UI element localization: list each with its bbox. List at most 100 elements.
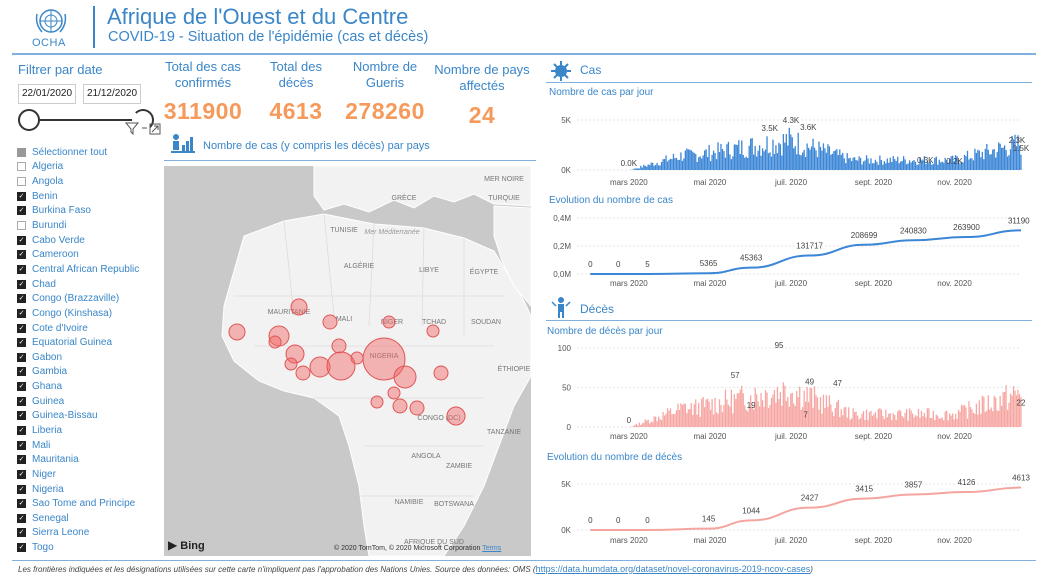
country-item[interactable]: ✓ Sao Tome and Principe [17,496,167,511]
country-item[interactable]: ✓ Central African Republic [17,262,167,277]
country-checkbox[interactable]: ✓ [17,455,26,465]
country-bubble[interactable] [362,337,406,381]
country-item[interactable]: ✓ Mali [17,438,167,453]
bar [851,418,853,427]
country-checkbox[interactable]: ✓ [17,528,26,538]
country-checkbox[interactable]: ✓ [17,396,26,406]
country-item[interactable]: ✓ Gabon [17,350,167,365]
country-checkbox[interactable]: ✓ [17,382,26,392]
country-item[interactable]: ✓ Sierra Leone [17,526,167,541]
date-slider-start-handle[interactable] [18,109,40,131]
country-bubble[interactable] [284,357,298,371]
date-slider-track[interactable] [26,119,142,121]
select-all-item[interactable]: Sélectionner tout [17,145,167,160]
country-item[interactable]: ✓ Congo (Kinshasa) [17,306,167,321]
country-item[interactable]: ✓ Liberia [17,423,167,438]
country-checkbox[interactable] [17,162,26,172]
country-checkbox[interactable] [17,177,26,187]
country-checkbox[interactable]: ✓ [17,323,26,333]
bar [818,141,820,170]
date-slider-end-handle[interactable] [132,109,154,131]
deaths-evolution-chart[interactable]: 5K 0K 0 0 0 145 1044 2427 3415 3857 4126 4613 mars 2… [545,464,1030,550]
country-item[interactable]: ✓ Senegal [17,511,167,526]
country-bubble[interactable] [331,338,347,354]
country-bubble[interactable] [446,406,466,426]
country-item[interactable]: Burundi [17,218,167,233]
data-source-link[interactable]: https://data.humdata.org/dataset/novel-c… [535,564,811,574]
bar [806,143,808,170]
country-checkbox[interactable]: ✓ [17,191,26,201]
country-item[interactable]: ✓ Burkina Faso [17,204,167,219]
bar [753,154,755,170]
country-checkbox[interactable]: ✓ [17,543,26,553]
country-checkbox[interactable]: ✓ [17,308,26,318]
country-checkbox[interactable] [17,221,26,231]
country-bubble[interactable] [392,398,408,414]
country-item[interactable]: ✓ Mauritania [17,452,167,467]
start-date-input[interactable]: 22/01/2020 [18,84,76,104]
country-item[interactable]: Algeria [17,160,167,175]
country-checkbox[interactable]: ✓ [17,440,26,450]
country-item[interactable]: ✓ Nigeria [17,482,167,497]
country-checkbox[interactable]: ✓ [17,294,26,304]
country-bubble[interactable] [326,351,356,381]
country-checkbox[interactable]: ✓ [17,338,26,348]
bar [773,154,776,170]
country-bubble[interactable] [382,315,396,329]
country-item[interactable]: Angola [17,174,167,189]
country-item[interactable]: ✓ Guinea-Bissau [17,409,167,424]
bar [833,151,835,170]
country-checkbox[interactable]: ✓ [17,469,26,479]
bar [773,390,776,427]
country-bubble[interactable] [433,365,449,381]
country-checkbox[interactable]: ✓ [17,411,26,421]
country-item[interactable]: ✓ Cabo Verde [17,233,167,248]
country-bubble[interactable] [322,314,338,330]
country-checkbox[interactable]: ✓ [17,250,26,260]
country-bubble[interactable] [426,324,440,338]
country-item[interactable]: ✓ Cameroon [17,247,167,262]
country-checkbox[interactable]: ✓ [17,367,26,377]
country-checkbox[interactable]: ✓ [17,279,26,289]
country-bubble[interactable] [370,395,384,409]
country-item[interactable]: ✓ Togo [17,540,167,555]
country-bubble[interactable] [228,323,246,341]
country-item[interactable]: ✓ Ghana [17,379,167,394]
country-bubble[interactable] [290,298,308,316]
cases-evolution-chart[interactable]: 0,4M 0,2M 0,0M 0 0 5 5365 45363 131717 208699 2408… [545,206,1030,292]
case-map[interactable]: MER NOIRE GRÈCE TURQUIE TUNISIE Mer Médi… [164,166,531,556]
country-bubble[interactable] [409,400,425,416]
select-all-checkbox[interactable] [17,147,26,157]
country-item[interactable]: ✓ Congo (Brazzaville) [17,291,167,306]
bar [819,396,822,427]
country-checkbox[interactable]: ✓ [17,499,26,509]
country-bubble[interactable] [387,386,401,400]
country-item[interactable]: ✓ Chad [17,277,167,292]
country-bubble[interactable] [295,365,311,381]
daily-cases-chart[interactable]: 5K 0K 0.0K 3.5K 4.3K3.6K 0.3K 0.2K 2.3K1.5K mars… [545,98,1030,190]
country-bubble[interactable] [268,335,282,349]
terms-link[interactable]: Terms [482,545,502,552]
country-checkbox[interactable]: ✓ [17,513,26,523]
country-item[interactable]: ✓ Equatorial Guinea [17,335,167,350]
bar [730,159,733,170]
bar [914,161,917,170]
country-item[interactable]: ✓ Gambia [17,365,167,380]
daily-deaths-chart[interactable]: 100 50 0 0 57 19 95 7 49 47 22 mars 2020 mai 2020 jui… [545,338,1030,444]
country-item[interactable]: ✓ Benin [17,189,167,204]
country-checkbox[interactable]: ✓ [17,206,26,216]
country-checkbox[interactable]: ✓ [17,235,26,245]
expand-icon[interactable] [141,123,163,135]
country-bubble[interactable] [393,365,417,389]
country-bubble[interactable] [309,356,331,378]
country-checkbox[interactable]: ✓ [17,484,26,494]
map-canvas[interactable]: MER NOIRE GRÈCE TURQUIE TUNISIE Mer Médi… [164,166,531,556]
country-item[interactable]: ✓ Niger [17,467,167,482]
country-checkbox[interactable]: ✓ [17,425,26,435]
country-item[interactable]: ✓ Cote d'Ivoire [17,321,167,336]
filter-icon[interactable] [125,121,139,135]
end-date-input[interactable]: 21/12/2020 [83,84,141,104]
country-checkbox[interactable]: ✓ [17,352,26,362]
country-item[interactable]: ✓ Guinea [17,394,167,409]
country-checkbox[interactable]: ✓ [17,264,26,274]
